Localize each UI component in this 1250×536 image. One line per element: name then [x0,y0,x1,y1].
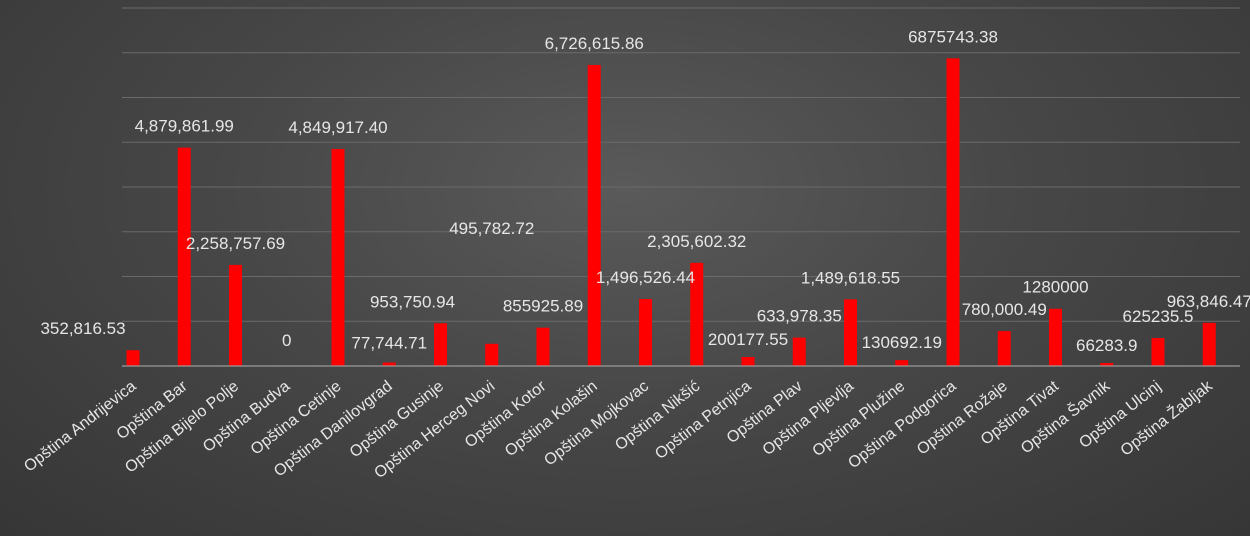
data-label: 130692.19 [862,333,942,352]
bar [639,299,652,366]
data-label: 495,782.72 [449,219,534,238]
data-label: 2,258,757.69 [186,234,285,253]
data-label: 6,726,615.86 [545,34,644,53]
data-label: 625235.5 [1123,307,1194,326]
data-label: 953,750.94 [370,292,455,311]
bar [1049,308,1062,366]
category-tick-label: Opština Budva [200,378,293,456]
bar [1202,322,1216,366]
bar [1100,363,1114,366]
data-label: 1280000 [1022,278,1088,297]
data-label: 4,879,861.99 [135,117,234,136]
bar [177,147,191,366]
data-label: 6875743.38 [908,27,998,46]
data-labels: 352,816.53 4,879,861.99 2,258,757.69 0 4,849… [40,27,1250,355]
data-label: 200177.55 [708,330,788,349]
bar [844,299,857,366]
data-label: 1,489,618.55 [801,268,900,287]
bar [229,264,242,366]
data-label: 0 [282,331,291,350]
bar [946,58,960,366]
data-label: 66283.9 [1076,336,1137,355]
category-tick-label: Opština Rožaje [914,378,1011,459]
bar [895,360,909,366]
data-label: 2,305,602.32 [647,232,746,251]
bar [1151,338,1165,366]
data-label: 780,000.49 [962,300,1047,319]
data-label: 963,846.47 [1167,292,1250,311]
bar [434,323,447,366]
bar [587,64,601,366]
data-label: 4,849,917.40 [288,118,387,137]
category-tick-label: Opština Šavnik [1017,376,1114,458]
category-tick-label: Opština Žabljak [1116,376,1216,460]
data-label: 77,744.71 [351,334,427,353]
data-label: 352,816.53 [40,319,125,338]
bar [126,350,140,366]
bar [331,148,345,366]
data-label: 855925.89 [503,297,583,316]
bar [741,357,755,366]
gridlines [122,7,1240,322]
data-label: 633,978.35 [757,307,842,326]
bars [126,58,1216,366]
bar [690,262,704,366]
category-tick-label: Opština Petnjica [652,378,754,463]
bar [485,343,499,366]
bar [536,327,550,366]
bar [382,362,396,366]
data-label: 1,496,526.44 [596,268,695,287]
bar [792,337,806,366]
bar [997,331,1011,366]
